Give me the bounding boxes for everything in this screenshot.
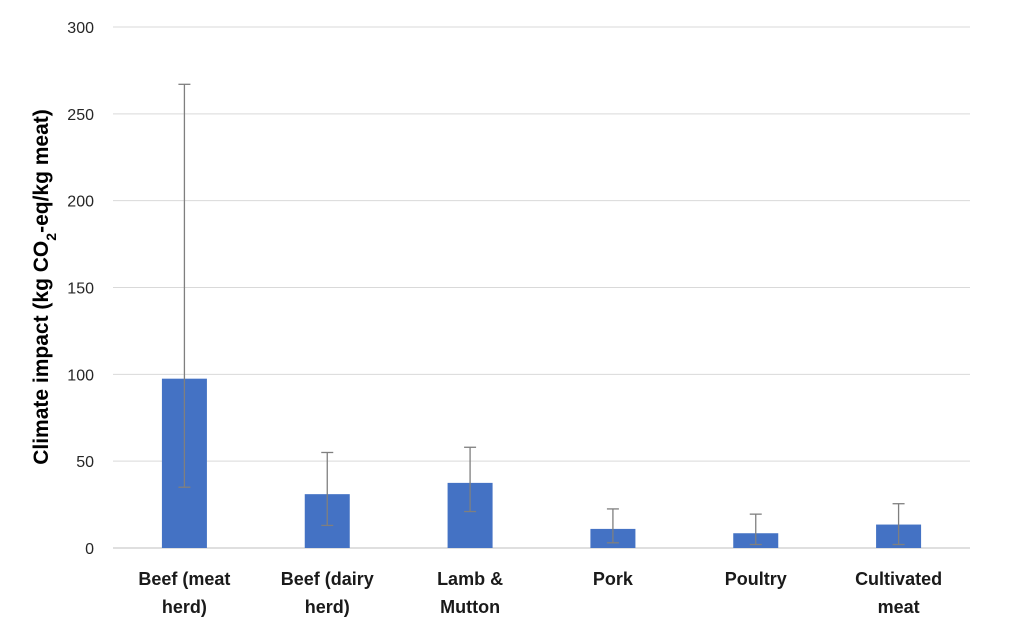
y-tick-label: 250 — [67, 107, 94, 124]
x-tick-label: herd) — [162, 597, 207, 617]
error-bars — [178, 83, 905, 546]
x-tick-label: Lamb & — [437, 569, 503, 589]
y-axis-title: Climate impact (kg CO2-eq/kg meat) — [30, 109, 59, 465]
y-tick-label: 100 — [67, 367, 94, 384]
x-axis-labels: Beef (meat herd) Beef (dairy herd) Lamb & Mut… — [138, 569, 942, 617]
y-tick-label: 0 — [85, 541, 94, 558]
x-tick-label: Cultivated — [855, 569, 942, 589]
y-axis-title-suffix: -eq/kg meat) — [30, 109, 53, 233]
x-tick-label: Pork — [593, 569, 634, 589]
x-tick-label: Mutton — [440, 597, 500, 617]
y-tick-label: 300 — [67, 20, 94, 37]
x-tick-label: meat — [878, 597, 920, 617]
bars — [161, 378, 922, 548]
y-tick-label: 50 — [76, 454, 94, 471]
x-tick-label: Beef (dairy — [281, 569, 374, 589]
x-tick-label: herd) — [305, 597, 350, 617]
gridlines — [113, 26, 970, 549]
x-tick-label: Beef (meat — [138, 569, 230, 589]
y-axis-title-subscript: 2 — [43, 233, 59, 241]
x-tick-label: Poultry — [725, 569, 787, 589]
y-axis-title-prefix: Climate impact (kg CO — [30, 241, 53, 465]
y-axis-ticks: 0 50 100 150 200 250 300 — [67, 20, 94, 558]
y-tick-label: 200 — [67, 194, 94, 211]
y-tick-label: 150 — [67, 281, 94, 298]
